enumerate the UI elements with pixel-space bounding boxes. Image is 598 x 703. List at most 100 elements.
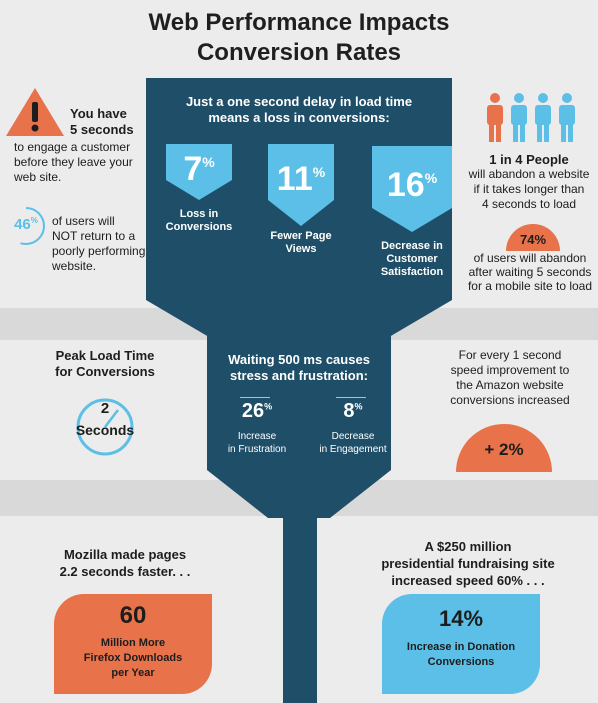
return-stat-unit: % bbox=[30, 216, 38, 225]
stat-shield-1 bbox=[166, 144, 232, 200]
mozilla-text: Mozilla made pages 2.2 seconds faster. .… bbox=[30, 546, 220, 580]
mobile-abandon-line-2: after waiting 5 seconds bbox=[468, 265, 592, 279]
funnel-heading-line-1: Just a one second delay in load time bbox=[185, 94, 413, 109]
frustration-unit: % bbox=[264, 401, 273, 412]
return-stat-number: 46 bbox=[14, 216, 31, 233]
return-line-3: poorly performing bbox=[52, 244, 146, 258]
engagement-label: Decrease in Engagement bbox=[308, 430, 398, 456]
stat-shield-3 bbox=[372, 146, 452, 232]
peak-unit: Seconds bbox=[75, 422, 135, 438]
stat-3-value: 16% bbox=[372, 166, 452, 205]
stat-3-unit: % bbox=[424, 170, 438, 186]
engagement-value: 8% bbox=[318, 400, 388, 423]
stat-2-number: 11 bbox=[276, 160, 313, 198]
amazon-text: For every 1 second speed improvement to … bbox=[430, 348, 590, 408]
engage-line-1: to engage a customer bbox=[14, 140, 131, 154]
return-line-4: website. bbox=[52, 259, 97, 273]
amazon-line-2: speed improvement to bbox=[450, 363, 570, 377]
peak-heading-line-1: Peak Load Time bbox=[55, 348, 155, 363]
warning-triangle-icon bbox=[6, 88, 64, 136]
frustration-label-line-1: Increase bbox=[237, 431, 277, 442]
amazon-value: + 2% bbox=[484, 440, 524, 459]
stat-1-unit: % bbox=[202, 154, 215, 170]
engagement-label-line-1: Decrease bbox=[331, 431, 375, 442]
fundraising-line-1: A $250 million bbox=[424, 539, 512, 554]
frustration-label: Increase in Frustration bbox=[212, 430, 302, 456]
stat-2-label-line-2: Views bbox=[285, 243, 317, 255]
divider-2 bbox=[336, 397, 366, 398]
fundraising-line-3: increased speed 60% . . . bbox=[391, 573, 545, 588]
mozilla-label-line-1: Million More bbox=[100, 637, 166, 649]
frustration-value: 26% bbox=[222, 400, 292, 423]
engage-text: to engage a customer before they leave y… bbox=[14, 140, 133, 185]
engage-line-2: before they leave your bbox=[14, 155, 133, 169]
mozilla-line-1: Mozilla made pages bbox=[63, 547, 187, 562]
stat-1-label: Loss in Conversions bbox=[156, 208, 242, 234]
stat-1-value: 7% bbox=[166, 150, 232, 189]
peak-heading: Peak Load Time for Conversions bbox=[30, 348, 180, 380]
amazon-line-3: the Amazon website bbox=[456, 378, 564, 392]
stat-3-number: 16 bbox=[386, 166, 425, 204]
return-stat-value: 46% bbox=[8, 216, 44, 233]
frustration-number: 26 bbox=[241, 400, 265, 422]
fundraising-label-line-1: Increase in Donation bbox=[406, 641, 516, 653]
funnel-heading-line-2: means a loss in conversions: bbox=[208, 110, 390, 125]
mobile-abandon-value: 74% bbox=[519, 232, 547, 247]
stat-2-label-line-1: Fewer Page bbox=[270, 230, 332, 242]
mobile-abandon-text: of users will abandon after waiting 5 se… bbox=[462, 251, 598, 293]
mobile-abandon-line-1: of users will abandon bbox=[473, 251, 587, 265]
five-seconds-headline: You have 5 seconds bbox=[70, 106, 134, 138]
fundraising-label: Increase in Donation Conversions bbox=[382, 640, 540, 670]
clock-icon bbox=[76, 398, 134, 456]
peak-heading-line-2: for Conversions bbox=[55, 364, 155, 379]
mozilla-label: Million More Firefox Downloads per Year bbox=[54, 636, 212, 681]
stat-1-label-line-1: Loss in bbox=[179, 208, 219, 220]
stat-1-number: 7 bbox=[183, 150, 203, 188]
mozilla-label-line-2: Firefox Downloads bbox=[83, 652, 183, 664]
stat-2-label: Fewer Page Views bbox=[256, 230, 346, 256]
fundraising-line-2: presidential fundraising site bbox=[381, 556, 555, 571]
stat-3-label-line-3: Satisfaction bbox=[380, 266, 444, 278]
headline-line-1: You have bbox=[70, 106, 127, 121]
waiting-heading-line-2: stress and frustration: bbox=[230, 368, 368, 383]
abandon-line-2: if it takes longer than bbox=[473, 182, 585, 196]
fundraising-text: A $250 million presidential fundraising … bbox=[350, 538, 586, 589]
amazon-line-1: For every 1 second bbox=[458, 348, 562, 362]
page-title: Web Performance Impacts Conversion Rates bbox=[0, 8, 598, 68]
fundraising-card bbox=[382, 594, 540, 694]
abandon-line-3: 4 seconds to load bbox=[481, 197, 577, 211]
waiting-heading-line-1: Waiting 500 ms causes bbox=[228, 352, 370, 367]
return-stat-text: of users will NOT return to a poorly per… bbox=[52, 214, 145, 274]
stat-3-label: Decrease in Customer Satisfaction bbox=[366, 240, 458, 279]
title-line-2: Conversion Rates bbox=[196, 39, 402, 66]
fundraising-label-line-2: Conversions bbox=[427, 656, 495, 668]
abandon-text: 1 in 4 People will abandon a website if … bbox=[462, 152, 596, 212]
mozilla-label-line-3: per Year bbox=[111, 667, 155, 679]
mozilla-line-2: 2.2 seconds faster. . . bbox=[59, 564, 191, 579]
frustration-label-line-2: in Frustration bbox=[227, 444, 287, 455]
stat-3-label-line-2: Customer bbox=[386, 253, 438, 265]
mozilla-card bbox=[54, 594, 212, 694]
abandon-line-1: will abandon a website bbox=[468, 167, 590, 181]
title-line-1: Web Performance Impacts bbox=[148, 9, 450, 36]
people-icon bbox=[484, 92, 580, 144]
percent-ring-icon bbox=[7, 207, 45, 245]
stat-shield-2 bbox=[268, 144, 334, 226]
engagement-number: 8 bbox=[343, 400, 355, 422]
divider-1 bbox=[240, 397, 270, 398]
stat-2-unit: % bbox=[312, 164, 326, 180]
abandon-headline: 1 in 4 People bbox=[489, 152, 569, 167]
funnel-heading: Just a one second delay in load time mea… bbox=[146, 94, 452, 126]
mobile-abandon-line-3: for a mobile site to load bbox=[467, 279, 593, 293]
amazon-line-4: conversions increased bbox=[450, 393, 570, 407]
stat-2-value: 11% bbox=[268, 160, 334, 199]
mozilla-value: 60 bbox=[119, 602, 147, 629]
stat-1-label-line-2: Conversions bbox=[165, 221, 233, 233]
waiting-heading: Waiting 500 ms causes stress and frustra… bbox=[207, 352, 391, 384]
headline-line-2: 5 seconds bbox=[70, 122, 134, 137]
return-line-1: of users will bbox=[52, 214, 115, 228]
stat-3-label-line-1: Decrease in bbox=[381, 240, 443, 252]
fundraising-value: 14% bbox=[438, 606, 484, 631]
engagement-label-line-2: in Engagement bbox=[319, 444, 387, 455]
peak-value: 2 bbox=[100, 400, 110, 417]
